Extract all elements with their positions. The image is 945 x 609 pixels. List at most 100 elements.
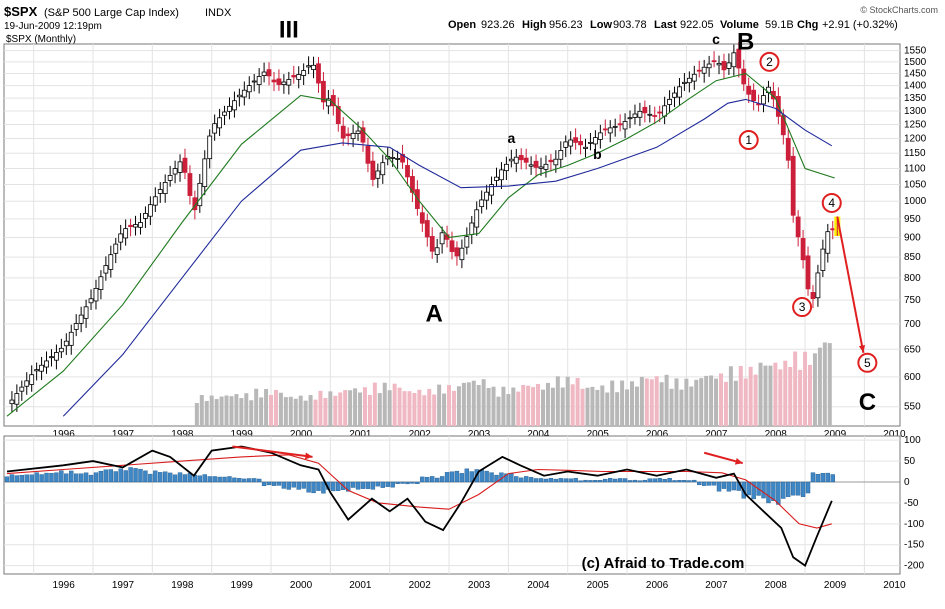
histogram-bar bbox=[271, 481, 277, 486]
candle-down bbox=[805, 255, 811, 290]
volume-bar bbox=[674, 378, 679, 426]
histogram-bar bbox=[266, 481, 272, 486]
subwave-label: c bbox=[712, 31, 720, 47]
volume-bar bbox=[733, 380, 738, 426]
histogram-bar bbox=[711, 481, 717, 486]
volume-bar bbox=[689, 386, 694, 426]
price-tick-label: 1550 bbox=[904, 46, 927, 57]
candle-up bbox=[311, 64, 316, 71]
candle-up bbox=[54, 352, 59, 361]
candle-down bbox=[266, 69, 272, 77]
histogram-bar bbox=[331, 481, 336, 492]
volume-bar bbox=[412, 392, 417, 426]
histogram-bar bbox=[444, 472, 450, 483]
histogram-bar bbox=[153, 470, 158, 483]
volume-bar bbox=[649, 379, 654, 426]
candle-up bbox=[157, 189, 163, 194]
histogram-bar bbox=[528, 477, 534, 483]
candle-down bbox=[548, 159, 554, 163]
histogram-bar bbox=[4, 476, 10, 483]
volume-bar bbox=[362, 387, 367, 426]
oscillator-grid bbox=[3, 435, 901, 575]
candle-up bbox=[152, 196, 158, 206]
candle-up bbox=[162, 181, 168, 194]
volume-bar bbox=[422, 395, 427, 426]
wave-circle-label: 2 bbox=[766, 55, 773, 69]
volume-bar bbox=[358, 392, 363, 426]
volume-bar bbox=[348, 390, 353, 426]
candle-up bbox=[701, 66, 707, 74]
price-tick-label: 1350 bbox=[904, 93, 927, 104]
candle-up bbox=[301, 70, 307, 76]
oscillator-tick-label: -200 bbox=[904, 561, 924, 572]
volume-bar bbox=[827, 343, 832, 426]
histogram-bar bbox=[583, 479, 588, 483]
volume-bar bbox=[397, 387, 402, 426]
volume-bar bbox=[822, 342, 827, 426]
histogram-bar bbox=[682, 480, 687, 483]
histogram-bar bbox=[805, 481, 811, 494]
candle-up bbox=[9, 399, 15, 405]
histogram-bar bbox=[425, 476, 430, 483]
histogram-bar bbox=[78, 473, 84, 483]
oscillator-year-label: 2003 bbox=[468, 580, 491, 591]
volume-bar bbox=[550, 387, 555, 426]
candle-down bbox=[454, 247, 460, 257]
histogram-bar bbox=[360, 481, 366, 489]
candle-up bbox=[499, 169, 504, 181]
candle-down bbox=[410, 176, 415, 193]
wave-circle bbox=[792, 297, 813, 318]
histogram-bar bbox=[771, 481, 776, 501]
oscillator-year-label: 1997 bbox=[112, 580, 135, 591]
histogram-bar bbox=[247, 478, 252, 483]
year-tick-label: 2008 bbox=[765, 429, 788, 440]
volume-bar bbox=[491, 386, 496, 426]
candle-down bbox=[345, 133, 351, 137]
candle-down bbox=[800, 238, 806, 261]
histogram-bar bbox=[113, 471, 118, 483]
candle-down bbox=[271, 79, 277, 83]
oscillator-tick-label: -50 bbox=[904, 498, 919, 509]
volume-bar bbox=[629, 381, 634, 426]
histogram-bar bbox=[786, 481, 791, 497]
volume-bar bbox=[293, 398, 298, 426]
histogram-bar bbox=[430, 476, 435, 483]
volume-bar bbox=[377, 393, 382, 426]
candle-up bbox=[538, 166, 544, 169]
histogram-bar bbox=[514, 476, 519, 483]
oscillator-year-label: 2002 bbox=[409, 580, 432, 591]
volume-bar bbox=[264, 389, 269, 426]
histogram-bar bbox=[34, 472, 39, 483]
histogram-bar bbox=[222, 476, 227, 483]
year-tick-label: 2000 bbox=[290, 429, 313, 440]
histogram-bar bbox=[820, 473, 826, 483]
price-tick-label: 1100 bbox=[904, 163, 926, 174]
candle-up bbox=[246, 85, 252, 93]
histogram-bar bbox=[395, 481, 400, 484]
histogram-bar bbox=[588, 480, 593, 483]
oscillator-year-label: 1998 bbox=[171, 580, 194, 591]
volume-bar bbox=[664, 374, 669, 426]
volume-bar bbox=[812, 353, 817, 426]
price-tick-label: 1150 bbox=[904, 148, 926, 159]
volume-bar bbox=[595, 389, 600, 426]
index-name: (S&P 500 Large Cap Index) bbox=[44, 7, 179, 19]
histogram-bar bbox=[207, 476, 212, 483]
oscillator-year-label: 2001 bbox=[349, 580, 372, 591]
histogram-bar bbox=[751, 481, 756, 500]
candle-up bbox=[241, 89, 247, 98]
histogram-bar bbox=[622, 478, 628, 483]
oscillator-histogram bbox=[4, 467, 835, 505]
year-tick-label: 1997 bbox=[112, 429, 135, 440]
volume-bar bbox=[684, 378, 689, 426]
candle-up bbox=[217, 117, 222, 129]
price-tick-label: 900 bbox=[904, 232, 921, 243]
divergence-arrow-head bbox=[304, 452, 313, 460]
oscillator-year-label: 2004 bbox=[527, 580, 550, 591]
candle-down bbox=[330, 95, 336, 107]
histogram-bar bbox=[410, 481, 415, 484]
volume-bar bbox=[283, 397, 288, 426]
candle-up bbox=[14, 393, 20, 405]
candle-down bbox=[419, 212, 425, 224]
histogram-bar bbox=[489, 472, 494, 483]
